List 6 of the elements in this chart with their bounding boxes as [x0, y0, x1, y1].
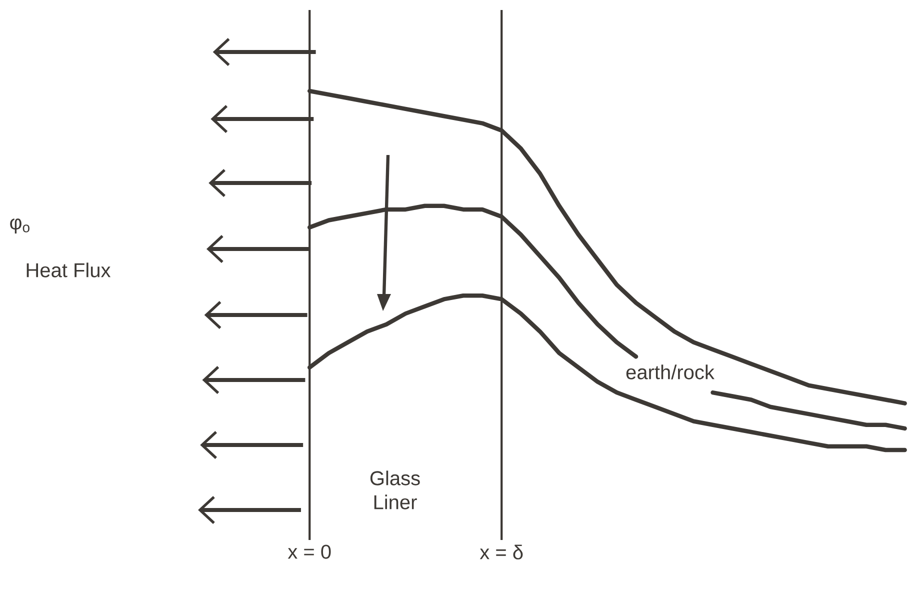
- annotation: earth/rock: [626, 364, 714, 380]
- x-tick-label: x = δ: [480, 544, 523, 560]
- x-tick-label: x = 0: [288, 544, 331, 559]
- text: φ$_{o}$: [10, 218, 30, 234]
- text: Glass Liner: [370, 470, 420, 510]
- text: Heat Flux: [26, 262, 111, 278]
